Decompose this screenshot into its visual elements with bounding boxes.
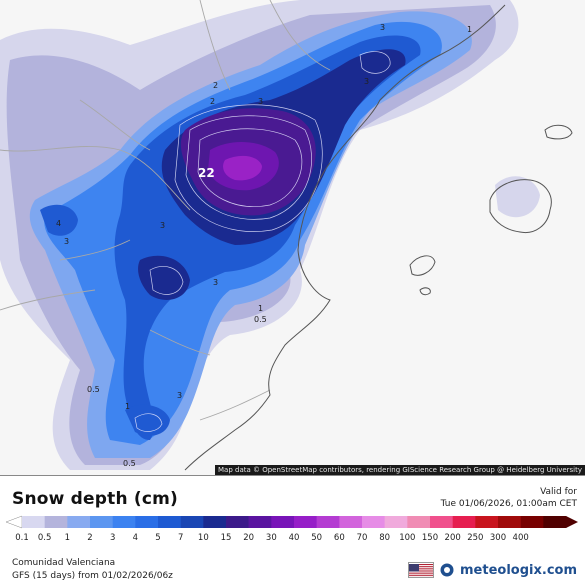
- contour-label: 3: [177, 391, 182, 400]
- colorbar-tick-label: 0.1: [15, 533, 29, 543]
- colorbar-tick-label: 15: [221, 533, 232, 543]
- contour-label: 3: [258, 97, 263, 106]
- mallorca-island: [489, 179, 552, 234]
- colorbar-tick-label: 4: [133, 533, 138, 543]
- contour-label: 1: [258, 304, 263, 313]
- coastline: [184, 4, 506, 471]
- colorbar-swatch: [520, 516, 544, 528]
- colorbar-swatch: [475, 516, 499, 528]
- contour-label: 3: [213, 278, 218, 287]
- colorbar-swatch: [407, 516, 431, 528]
- contour-label: 0.5: [87, 385, 100, 394]
- colorbar-tick-label: 60: [334, 533, 345, 543]
- colorbar-swatch: [452, 516, 476, 528]
- snow-area-west-blob: [40, 204, 78, 236]
- region-label: Comunidad Valenciana: [12, 558, 116, 568]
- colorbar-arrow-low: [5, 515, 23, 529]
- colorbar-swatch: [384, 516, 408, 528]
- colorbar-swatch: [158, 516, 181, 528]
- colorbar-legend: 0.1 0.5 1 2 3 4 5 7 10 15 20 30 40 50 60 70 80 100 150 200 2…: [5, 515, 578, 543]
- valid-date: Tue 01/06/2026, 01:00am CET: [440, 499, 577, 509]
- snow-area-0.1-island: [495, 176, 540, 218]
- contour-label: 3: [364, 77, 369, 86]
- colorbar-tick-label: 10: [198, 533, 209, 543]
- snow-area-30: [223, 155, 262, 181]
- us-flag-icon[interactable]: [408, 562, 435, 578]
- meteologix-logo-icon: [440, 563, 454, 577]
- ibiza-island: [409, 255, 436, 276]
- contour-label: 2: [210, 97, 215, 106]
- colorbar-swatch: [248, 516, 272, 528]
- colorbar-tick-label: 400: [513, 533, 529, 543]
- colorbar-swatch: [430, 516, 453, 528]
- contour-label: 0.5: [254, 315, 267, 324]
- colorbar-tick-label: 2: [87, 533, 92, 543]
- contour-label: 3: [160, 221, 165, 230]
- colorbar-swatch: [203, 516, 227, 528]
- colorbar-swatch: [543, 516, 567, 528]
- colorbar-swatch: [112, 516, 136, 528]
- contour-label: 0.5: [123, 459, 136, 468]
- contour-label: 1: [467, 25, 472, 34]
- colorbar-swatches: [5, 515, 578, 529]
- colorbar-tick-label: 3: [110, 533, 115, 543]
- colorbar-swatch: [498, 516, 521, 528]
- colorbar-swatch: [339, 516, 363, 528]
- colorbar-swatch: [271, 516, 295, 528]
- snow-area-mid-blob: [138, 255, 190, 300]
- contour-label: 1: [125, 402, 130, 411]
- colorbar-tick-label: 150: [422, 533, 438, 543]
- colorbar-tick-label: 80: [379, 533, 390, 543]
- colorbar-tick-label: 0.5: [38, 533, 52, 543]
- colorbar-tick-label: 1: [65, 533, 70, 543]
- colorbar-swatch: [180, 516, 204, 528]
- contour-label: 22: [198, 166, 215, 180]
- formentera-island: [419, 287, 431, 296]
- colorbar-tick-label: 300: [490, 533, 506, 543]
- colorbar-ticks: 0.1 0.5 1 2 3 4 5 7 10 15 20 30 40 50 60 70 80 100 150 200 2…: [15, 533, 529, 543]
- colorbar-tick-label: 250: [467, 533, 483, 543]
- colorbar-swatch: [22, 516, 45, 528]
- contour-label: 4: [56, 219, 61, 228]
- colorbar-tick-label: 100: [399, 533, 415, 543]
- colorbar-swatch: [90, 516, 113, 528]
- brand-name[interactable]: meteologix.com: [460, 562, 577, 578]
- contour-label: 3: [64, 237, 69, 246]
- menorca-island: [544, 124, 573, 140]
- colorbar-swatch: [316, 516, 340, 528]
- colorbar-tick-label: 5: [155, 533, 160, 543]
- map-canvas: 22 3 1 2 2 3 3 4 3 3 3 1 0.5 0.5 1 3 0.5: [0, 0, 573, 471]
- colorbar-tick-label: 200: [445, 533, 461, 543]
- colorbar-arrow-high: [566, 516, 578, 528]
- colorbar-tick-label: 30: [266, 533, 277, 543]
- colorbar-swatch: [67, 516, 91, 528]
- colorbar-swatch: [135, 516, 159, 528]
- colorbar-swatch: [362, 516, 385, 528]
- colorbar-tick-label: 50: [311, 533, 322, 543]
- colorbar-tick-label: 20: [243, 533, 254, 543]
- model-run-label: GFS (15 days) from 01/02/2026/06z: [12, 571, 173, 581]
- borders: [0, 0, 331, 421]
- colorbar-swatch: [226, 516, 249, 528]
- colorbar-swatch: [294, 516, 317, 528]
- valid-label: Valid for: [540, 487, 577, 497]
- map-title: Snow depth (cm): [12, 489, 178, 509]
- brand[interactable]: meteologix.com: [408, 562, 577, 578]
- colorbar-tick-label: 40: [289, 533, 300, 543]
- colorbar-swatch: [44, 516, 68, 528]
- colorbar-tick-label: 70: [357, 533, 368, 543]
- colorbar-tick-label: 7: [178, 533, 183, 543]
- contour-label: 3: [380, 23, 385, 32]
- contour-label: 2: [213, 81, 218, 90]
- snow-depth-map[interactable]: 22 3 1 2 2 3 3 4 3 3 3 1 0.5 0.5 1 3 0.5…: [0, 0, 585, 476]
- map-attribution: Map data © OpenStreetMap contributors, r…: [215, 465, 585, 475]
